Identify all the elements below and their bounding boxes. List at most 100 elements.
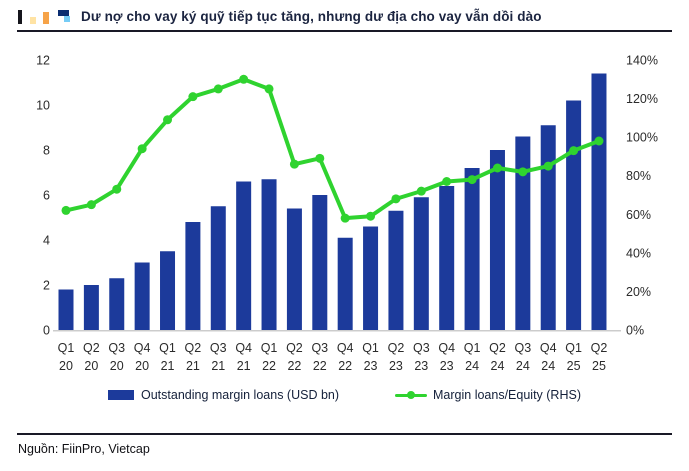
x-axis-year-label: 21	[161, 359, 175, 373]
legend-bars-label: Outstanding margin loans (USD bn)	[141, 388, 340, 402]
bar	[210, 206, 226, 330]
bar	[388, 210, 404, 330]
x-axis-year-label: 21	[237, 359, 251, 373]
bar	[58, 289, 74, 330]
line-marker	[467, 175, 477, 185]
logo-flag-cyan	[64, 16, 70, 22]
right-axis-tick: 40%	[626, 246, 651, 260]
line-marker	[416, 186, 426, 196]
line-marker	[543, 161, 553, 171]
line-marker	[239, 74, 249, 84]
left-axis-tick: 6	[43, 189, 50, 203]
right-axis-tick: 20%	[626, 285, 651, 299]
left-axis-tick: 0	[43, 324, 50, 338]
right-axis-tick: 60%	[626, 208, 651, 222]
line-marker	[492, 163, 502, 173]
bar	[236, 181, 252, 330]
legend: Outstanding margin loans (USD bn) Margin…	[0, 388, 689, 402]
x-axis-quarter-label: Q4	[134, 341, 151, 355]
line-marker	[340, 213, 350, 223]
title-divider	[17, 30, 672, 32]
x-axis-quarter-label: Q2	[591, 341, 608, 355]
x-axis-year-label: 24	[465, 359, 479, 373]
x-axis-year-label: 22	[287, 359, 301, 373]
x-axis-quarter-label: Q1	[58, 341, 75, 355]
x-axis-year-label: 24	[541, 359, 555, 373]
line-marker	[289, 159, 299, 169]
x-axis-quarter-label: Q3	[108, 341, 125, 355]
header: Dư nợ cho vay ký quỹ tiếp tục tăng, nhưn…	[18, 4, 672, 28]
x-axis-quarter-label: Q1	[261, 341, 278, 355]
line-swatch-icon	[395, 390, 428, 400]
x-axis-quarter-label: Q4	[337, 341, 354, 355]
x-axis-year-label: 21	[186, 359, 200, 373]
bar	[363, 226, 379, 330]
line-marker	[86, 200, 96, 210]
x-axis-quarter-label: Q4	[438, 341, 455, 355]
x-axis-quarter-label: Q2	[388, 341, 405, 355]
chart-title: Dư nợ cho vay ký quỹ tiếp tục tăng, nhưn…	[81, 8, 542, 24]
x-axis-quarter-label: Q1	[159, 341, 176, 355]
bar	[109, 278, 125, 330]
logo-icon	[18, 8, 71, 24]
line-marker	[213, 84, 223, 94]
x-axis-quarter-label: Q2	[83, 341, 100, 355]
logo-bar-orange-icon	[43, 12, 49, 24]
line-marker	[112, 184, 122, 194]
right-axis-tick: 80%	[626, 169, 651, 183]
line-marker	[366, 211, 376, 221]
line-marker	[315, 153, 325, 163]
right-axis-tick: 0%	[626, 324, 644, 338]
bar	[337, 237, 353, 330]
bar	[591, 73, 607, 330]
bar	[464, 168, 480, 330]
logo-flag-navy	[58, 10, 69, 16]
x-axis-quarter-label: Q4	[235, 341, 252, 355]
line-marker	[264, 84, 274, 94]
right-axis-tick: 100%	[626, 131, 658, 145]
x-axis-year-label: 22	[338, 359, 352, 373]
ratio-line	[64, 77, 601, 221]
bar	[185, 222, 201, 330]
line-marker	[188, 92, 198, 102]
line-marker	[518, 167, 528, 177]
legend-item-bars: Outstanding margin loans (USD bn)	[108, 388, 339, 402]
bar	[515, 136, 531, 330]
bar	[413, 197, 429, 330]
line-marker	[442, 177, 452, 186]
left-axis-tick: 4	[43, 234, 50, 248]
line-marker	[391, 194, 401, 204]
bar	[83, 285, 99, 330]
chart-svg: 0246810120%20%40%60%80%100%120%140%Q120Q…	[36, 54, 658, 374]
x-axis-quarter-label: Q3	[413, 341, 430, 355]
x-axis-year-label: 20	[59, 359, 73, 373]
x-axis-year-label: 23	[440, 359, 454, 373]
x-axis-quarter-label: Q3	[311, 341, 328, 355]
bar	[134, 262, 150, 330]
x-axis-quarter-label: Q4	[540, 341, 557, 355]
x-axis-year-label: 24	[516, 359, 530, 373]
x-axis-year-label: 24	[491, 359, 505, 373]
x-axis-year-label: 22	[262, 359, 276, 373]
chart: 0 2 4 6 8 10 12 0% 20% 40% 60% 80% 100% 120% 140% Q1 20 Q…	[0, 36, 689, 381]
x-axis-year-label: 23	[364, 359, 378, 373]
x-axis-quarter-label: Q2	[185, 341, 202, 355]
bar	[312, 195, 328, 330]
x-axis-year-label: 20	[135, 359, 149, 373]
line-marker	[569, 146, 579, 156]
x-axis-year-label: 20	[110, 359, 124, 373]
right-axis-tick: 120%	[626, 92, 658, 106]
logo-flag-icon	[58, 9, 71, 24]
legend-item-line: Margin loans/Equity (RHS)	[395, 388, 581, 402]
logo-bar-yellow-icon	[30, 17, 36, 24]
source-note: Nguồn: FiinPro, Vietcap	[18, 442, 150, 456]
line-marker	[163, 115, 173, 125]
x-axis-year-label: 23	[414, 359, 428, 373]
x-axis-year-label: 20	[84, 359, 98, 373]
left-axis-tick: 12	[36, 54, 50, 68]
left-axis-tick: 8	[43, 144, 50, 158]
bar-swatch-icon	[108, 390, 134, 400]
bar	[160, 251, 176, 330]
bar	[489, 150, 505, 330]
